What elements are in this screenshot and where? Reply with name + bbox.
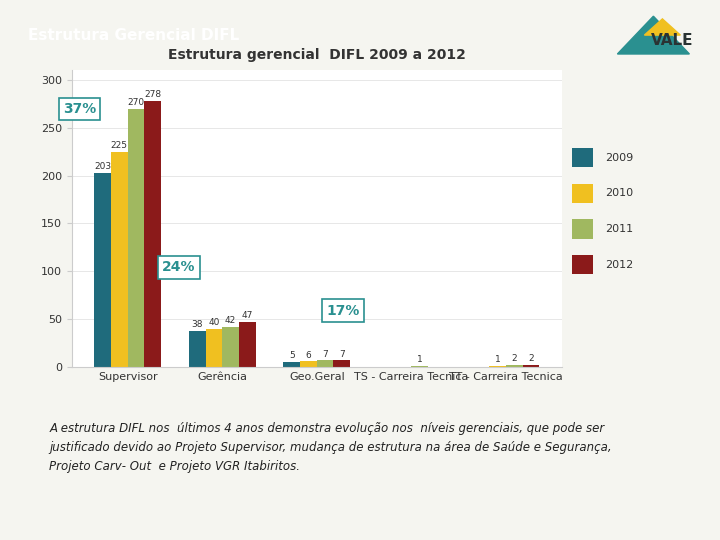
Text: 38: 38 <box>192 320 203 329</box>
Text: 7: 7 <box>323 349 328 359</box>
Text: Estrutura Gerencial DIFL: Estrutura Gerencial DIFL <box>28 28 239 43</box>
Bar <box>506 365 523 367</box>
Text: 24%: 24% <box>162 260 195 274</box>
Bar <box>490 366 506 367</box>
Bar <box>317 361 333 367</box>
Text: 37%: 37% <box>63 102 96 116</box>
Text: 2010: 2010 <box>605 188 633 198</box>
Text: 225: 225 <box>111 141 127 150</box>
Bar <box>144 101 161 367</box>
Bar <box>523 365 539 367</box>
Bar <box>239 322 256 367</box>
Bar <box>411 366 428 367</box>
FancyBboxPatch shape <box>572 184 593 203</box>
Bar <box>111 152 127 367</box>
Text: 1: 1 <box>495 355 500 364</box>
Text: 2: 2 <box>511 354 517 363</box>
Text: 2: 2 <box>528 354 534 363</box>
Bar <box>94 173 111 367</box>
Bar <box>127 109 144 367</box>
Text: 2009: 2009 <box>605 153 633 163</box>
Text: 40: 40 <box>208 318 220 327</box>
Bar <box>300 361 317 367</box>
Title: Estrutura gerencial  DIFL 2009 a 2012: Estrutura gerencial DIFL 2009 a 2012 <box>168 48 466 62</box>
FancyBboxPatch shape <box>572 148 593 167</box>
Text: 203: 203 <box>94 162 111 171</box>
Text: 2012: 2012 <box>605 260 633 269</box>
Text: 47: 47 <box>242 311 253 320</box>
Text: 7: 7 <box>339 349 345 359</box>
Text: 2011: 2011 <box>605 224 633 234</box>
Text: 6: 6 <box>305 350 311 360</box>
Text: 5: 5 <box>289 352 294 361</box>
Text: A estrutura DIFL nos  últimos 4 anos demonstra evolução nos  níveis gerenciais, : A estrutura DIFL nos últimos 4 anos demo… <box>49 422 612 473</box>
Polygon shape <box>644 19 680 35</box>
Text: 278: 278 <box>144 90 161 99</box>
Text: 270: 270 <box>127 98 145 106</box>
FancyBboxPatch shape <box>572 255 593 274</box>
Bar <box>284 362 300 367</box>
Text: 42: 42 <box>225 316 236 325</box>
Bar <box>205 329 222 367</box>
FancyBboxPatch shape <box>572 219 593 239</box>
Bar <box>333 361 350 367</box>
Bar <box>222 327 239 367</box>
Text: VALE: VALE <box>650 33 693 48</box>
Polygon shape <box>618 16 690 54</box>
Bar <box>189 331 205 367</box>
Text: 1: 1 <box>417 355 423 364</box>
Text: 17%: 17% <box>326 303 359 318</box>
